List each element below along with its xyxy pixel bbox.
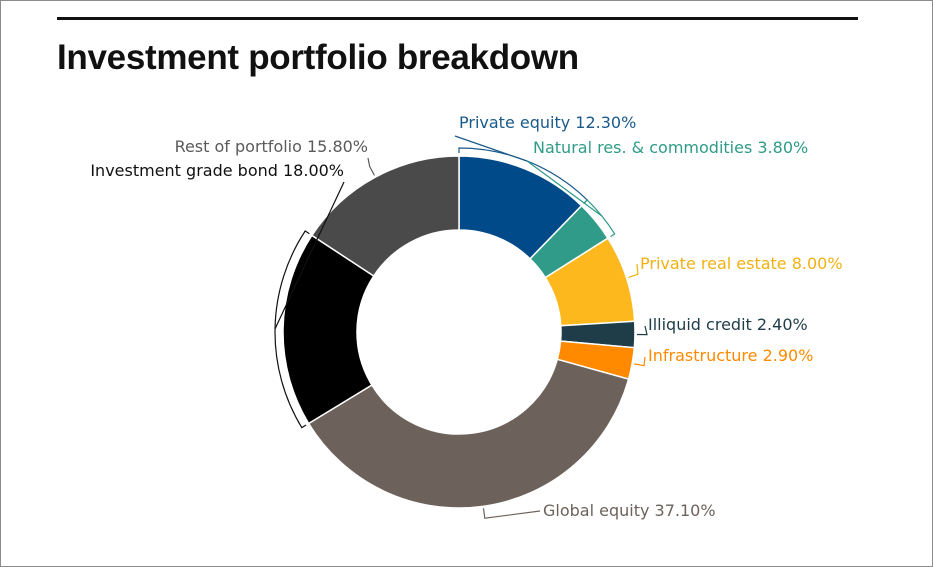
label-private-real-estate: Private real estate 8.00%: [640, 254, 843, 273]
leader-rest-of-portfolio: [367, 157, 375, 176]
label-rest-of-portfolio: Rest of portfolio 15.80%: [175, 137, 368, 156]
leader-private-real-estate: [628, 263, 639, 278]
leader-global-equity: [482, 508, 541, 519]
label-investment-grade-bond: Investment grade bond 18.00%: [90, 161, 344, 180]
slice-rest-of-portfolio: [310, 155, 460, 278]
leader-natural-res-commodities: [526, 160, 603, 217]
leader-line-group: [274, 135, 648, 519]
leader-investment-grade-bond: [274, 181, 345, 330]
label-illiquid-credit: Illiquid credit 2.40%: [648, 315, 808, 334]
slice-global-equity: [307, 358, 630, 509]
label-private-equity: Private equity 12.30%: [459, 113, 636, 132]
leader-infrastructure: [634, 356, 646, 367]
label-infrastructure: Infrastructure 2.90%: [648, 346, 813, 365]
leader-illiquid-credit: [636, 325, 648, 336]
label-natural-res-commodities: Natural res. & commodities 3.80%: [533, 138, 808, 157]
chart-title: Investment portfolio breakdown: [57, 38, 579, 77]
title-rule: [57, 17, 858, 20]
label-global-equity: Global equity 37.10%: [543, 501, 716, 520]
leader-private-equity: [454, 135, 529, 163]
label-group: Private equity 12.30% Natural res. & comm…: [90, 113, 842, 520]
bracket-natural-res-commodities: [583, 199, 616, 238]
slice-group: [282, 155, 636, 509]
